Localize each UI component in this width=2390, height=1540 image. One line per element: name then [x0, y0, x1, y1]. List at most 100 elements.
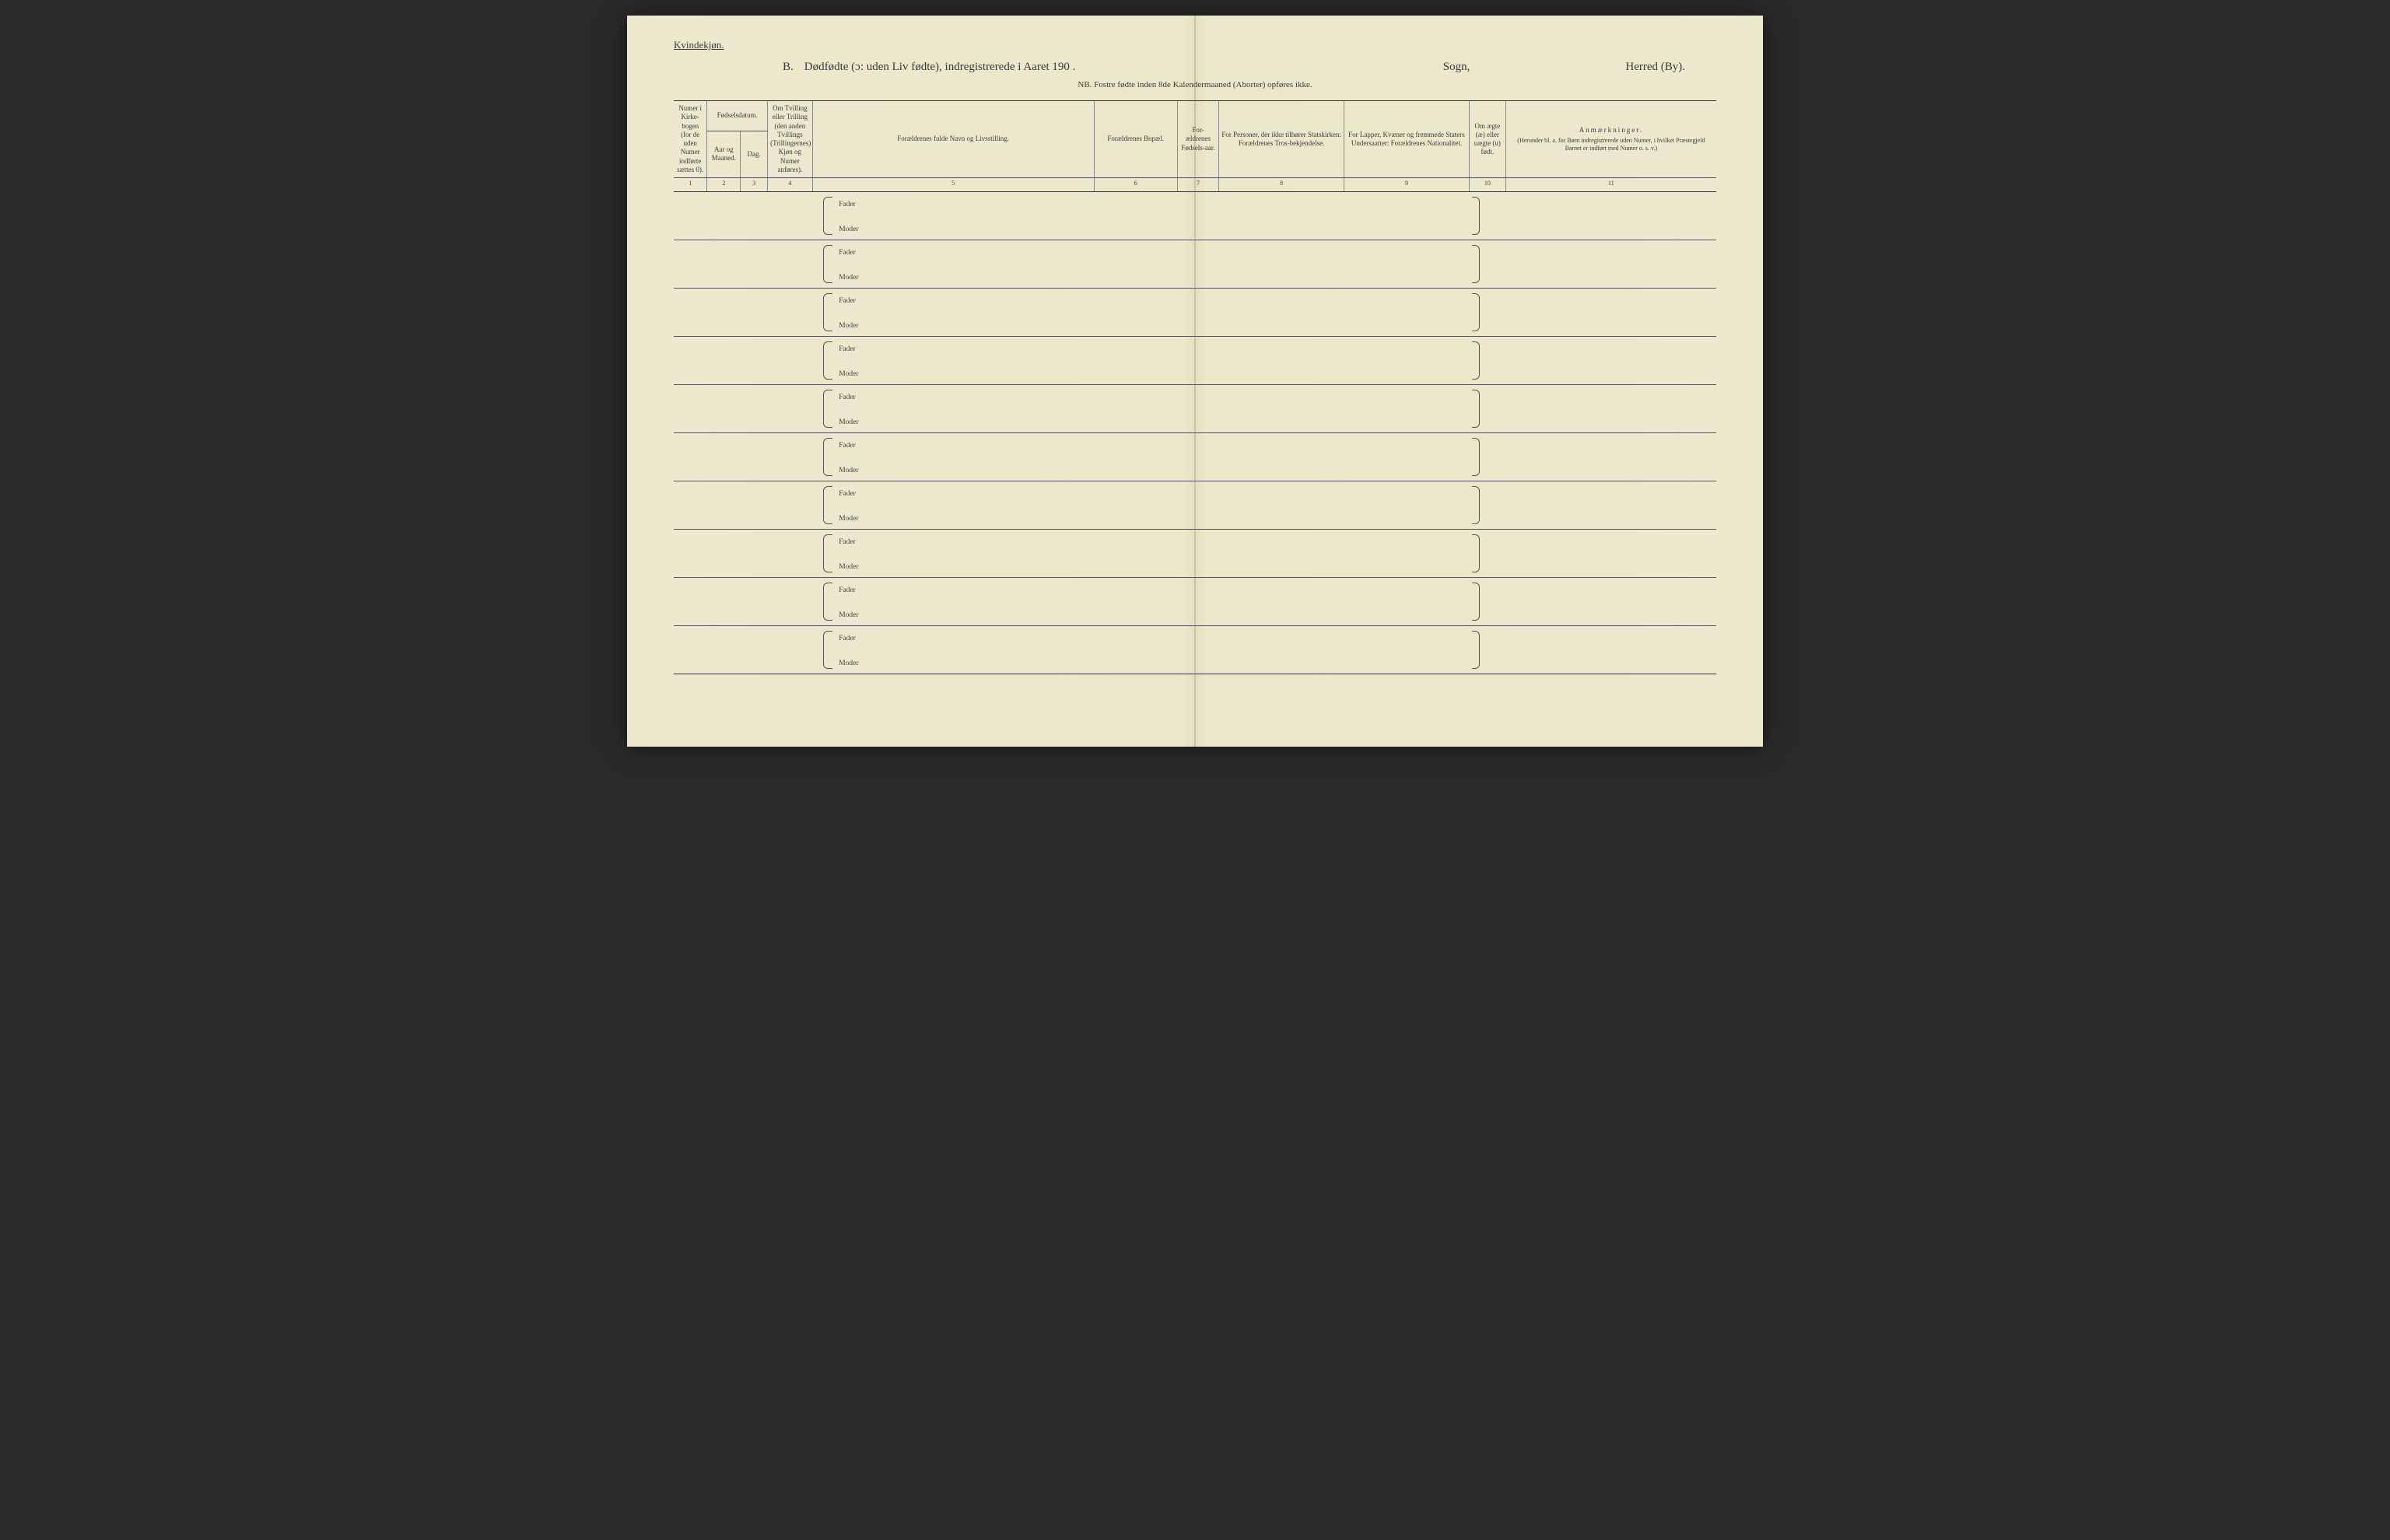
- cell: [674, 530, 707, 578]
- cell: [1094, 626, 1177, 674]
- cell: [1177, 481, 1219, 530]
- cell: [674, 385, 707, 433]
- cell: [1469, 337, 1505, 385]
- cell: FaderModer: [812, 481, 1094, 530]
- cell: [741, 192, 768, 240]
- cell: [1469, 626, 1505, 674]
- cell: [674, 337, 707, 385]
- cell: [768, 192, 813, 240]
- brace-left: [823, 390, 832, 428]
- cell: [768, 433, 813, 481]
- cell: [1469, 578, 1505, 626]
- hdr-c4: Om Tvilling eller Trilling (den anden Tv…: [768, 101, 813, 178]
- cell: [707, 481, 741, 530]
- cell: [674, 192, 707, 240]
- cell: [741, 337, 768, 385]
- cell: [1469, 289, 1505, 337]
- cell: [1094, 433, 1177, 481]
- cell: [1177, 530, 1219, 578]
- cell: [707, 530, 741, 578]
- cell: Fader Moder: [812, 240, 1094, 289]
- cell: [1344, 578, 1470, 626]
- fader-label: Fader: [839, 443, 1089, 450]
- cell: [1219, 626, 1344, 674]
- cell: [768, 240, 813, 289]
- cell: [741, 626, 768, 674]
- title-prefix: B.: [783, 61, 794, 74]
- fader-label: Fader: [839, 346, 1089, 354]
- colnum-10: 10: [1469, 178, 1505, 192]
- moder-label: Moder: [839, 275, 1089, 282]
- brace-right: [1472, 197, 1480, 235]
- cell: [1219, 240, 1344, 289]
- cell: [1094, 192, 1177, 240]
- cell: [674, 481, 707, 530]
- cell: [768, 337, 813, 385]
- cell: [1505, 192, 1716, 240]
- title-herred: Herred (By).: [1625, 61, 1685, 74]
- title-main: Dødfødte (ɔ: uden Liv fødte), indregistr…: [804, 61, 1076, 74]
- cell: [707, 240, 741, 289]
- cell: [1344, 481, 1470, 530]
- cell: [1094, 481, 1177, 530]
- brace-right: [1472, 583, 1480, 621]
- fader-label: Fader: [839, 491, 1089, 499]
- cell: [1177, 337, 1219, 385]
- cell: [1344, 289, 1470, 337]
- fader-label: Fader: [839, 250, 1089, 257]
- colnum-4: 4: [768, 178, 813, 192]
- cell: [1219, 337, 1344, 385]
- brace-left: [823, 245, 832, 283]
- brace-right: [1472, 486, 1480, 524]
- cell: [1505, 481, 1716, 530]
- cell: [1344, 385, 1470, 433]
- colnum-9: 9: [1344, 178, 1470, 192]
- cell: FaderModer: [812, 192, 1094, 240]
- cell: [674, 433, 707, 481]
- fader-label: Fader: [839, 298, 1089, 306]
- cell: [1219, 578, 1344, 626]
- hdr-c7: For-ældrenes Fødsels-aar.: [1177, 101, 1219, 178]
- cell: [1344, 240, 1470, 289]
- cell: FaderModer: [812, 433, 1094, 481]
- hdr-c10: Om ægte (æ) eller uægte (u) født.: [1469, 101, 1505, 178]
- cell: [707, 385, 741, 433]
- colnum-2: 2: [707, 178, 741, 192]
- hdr-c2: Aar og Maaned.: [707, 131, 741, 177]
- moder-label: Moder: [839, 612, 1089, 620]
- hdr-fodsel: Fødselsdatum.: [707, 101, 768, 131]
- cell: [1344, 530, 1470, 578]
- colnum-11: 11: [1505, 178, 1716, 192]
- cell: [768, 385, 813, 433]
- moder-label: Moder: [839, 323, 1089, 331]
- cell: [1177, 578, 1219, 626]
- cell: [1469, 481, 1505, 530]
- book-spine: [1194, 16, 1196, 747]
- cell: [768, 530, 813, 578]
- moder-label: Moder: [839, 226, 1089, 234]
- hdr-c11: Anmærkninger. (Herunder bl. a. for Børn …: [1505, 101, 1716, 178]
- brace-left: [823, 341, 832, 380]
- colnum-3: 3: [741, 178, 768, 192]
- cell: [1505, 626, 1716, 674]
- cell: [707, 337, 741, 385]
- cell: [1177, 626, 1219, 674]
- brace-left: [823, 583, 832, 621]
- hdr-c11-sub: (Herunder bl. a. for Børn indregistrered…: [1509, 137, 1714, 152]
- cell: [768, 626, 813, 674]
- cell: FaderModer: [812, 578, 1094, 626]
- cell: [707, 626, 741, 674]
- cell: [1177, 240, 1219, 289]
- cell: [768, 481, 813, 530]
- cell: [741, 289, 768, 337]
- colnum-8: 8: [1219, 178, 1344, 192]
- moder-label: Moder: [839, 564, 1089, 572]
- cell: [1177, 289, 1219, 337]
- title-sogn: Sogn,: [1443, 61, 1470, 74]
- cell: [741, 530, 768, 578]
- cell: [1505, 289, 1716, 337]
- cell: [1094, 578, 1177, 626]
- cell: [1177, 385, 1219, 433]
- fader-label: Fader: [839, 635, 1089, 643]
- cell: [1344, 192, 1470, 240]
